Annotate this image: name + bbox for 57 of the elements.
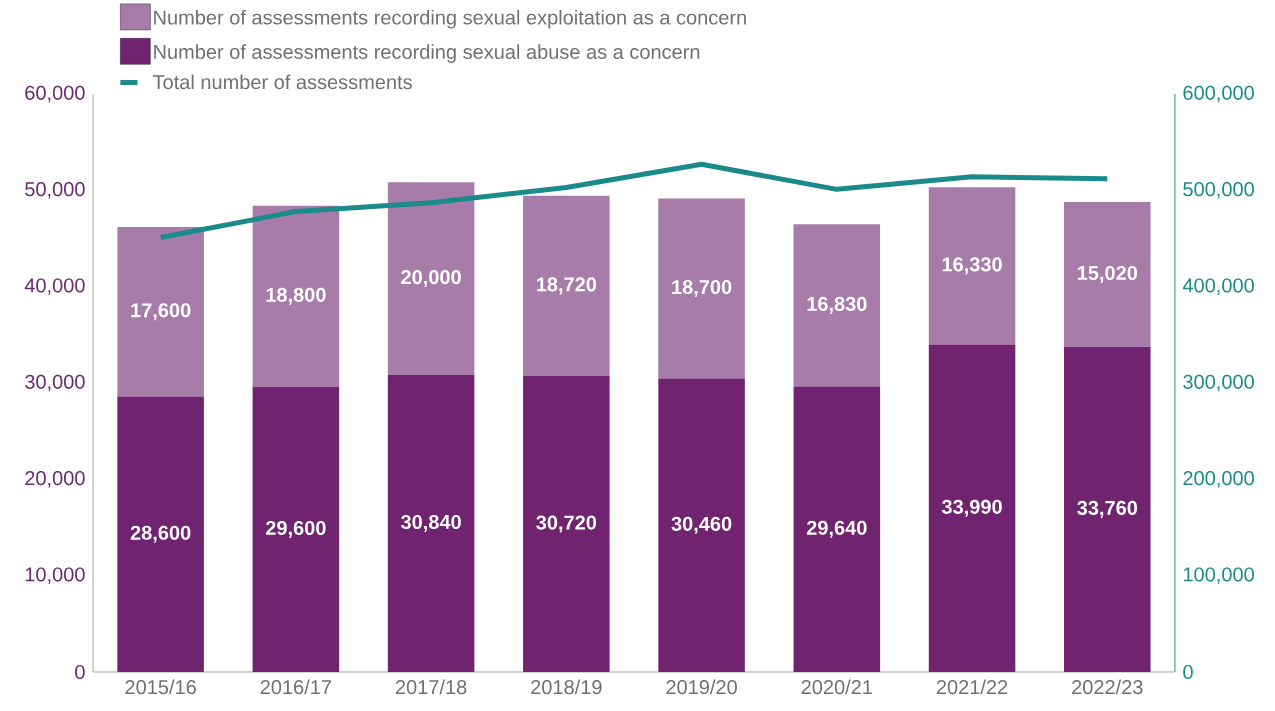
bar — [523, 195, 610, 377]
x-tick-label: 2018/19 — [531, 679, 602, 695]
x-tick-label: 2019/20 — [666, 679, 737, 695]
x-tick-label: 2015/16 — [125, 679, 196, 695]
y-tick-label: 50,000 — [25, 182, 85, 199]
y2-tick-label: 100,000 — [1183, 567, 1254, 584]
bar — [1064, 202, 1151, 347]
x-tick-label: 2020/21 — [801, 679, 872, 695]
legend-label: Number of assessments recording sexual exploitation as a concern — [154, 9, 746, 29]
data-label: 30,460 — [671, 516, 732, 534]
data-label: 28,600 — [130, 525, 191, 543]
data-label: 20,000 — [401, 270, 461, 288]
x-tick-label: 2017/18 — [395, 679, 467, 695]
x-tick-label: 2021/22 — [936, 679, 1008, 695]
data-label: 30,840 — [400, 514, 461, 532]
data-label: 15,020 — [1077, 265, 1138, 283]
y-tick-label: 40,000 — [24, 278, 85, 295]
y-tick-label: 30,000 — [25, 374, 85, 392]
bar — [117, 396, 204, 672]
data-label: 16,330 — [942, 257, 1002, 275]
data-label: 18,720 — [537, 277, 597, 295]
data-label: 17,600 — [131, 303, 191, 321]
bar — [928, 187, 1016, 345]
bar — [793, 224, 881, 387]
bar — [793, 386, 881, 672]
y2-tick-label: 500,000 — [1183, 182, 1254, 199]
x-tick-label: 2016/17 — [260, 679, 331, 695]
data-label: 30,720 — [536, 515, 597, 533]
x-tick-label: 2022/23 — [1072, 679, 1143, 695]
y2-tick-label: 600,000 — [1183, 85, 1254, 103]
bar — [387, 374, 475, 672]
y-tick-label: 10,000 — [25, 567, 85, 584]
bar — [252, 205, 340, 387]
y2-tick-label: 400,000 — [1182, 278, 1254, 295]
y2-tick-label: 200,000 — [1183, 471, 1254, 488]
data-label: 29,600 — [265, 520, 326, 538]
y2-tick-label: 300,000 — [1183, 374, 1254, 392]
bar — [252, 386, 340, 672]
bar — [658, 378, 745, 672]
data-label: 18,700 — [672, 279, 732, 298]
data-label: 18,800 — [266, 287, 326, 305]
y-tick-label: 20,000 — [25, 471, 85, 488]
legend-label: Total number of assessments — [153, 74, 412, 90]
y2-tick-label: 0 — [1183, 664, 1193, 680]
bar — [387, 182, 475, 375]
bar — [1064, 346, 1151, 672]
bar — [658, 198, 745, 379]
legend-label: Number of assessments recording sexual abuse as a concern — [154, 44, 700, 63]
bar — [523, 376, 610, 672]
bar — [117, 226, 204, 397]
bar — [928, 344, 1016, 672]
y-tick-label: 0 — [75, 664, 85, 680]
data-label: 33,990 — [941, 499, 1002, 517]
data-label: 33,760 — [1077, 500, 1138, 518]
y-tick-label: 60,000 — [25, 85, 85, 103]
data-label: 29,640 — [806, 520, 867, 538]
data-label: 16,830 — [807, 296, 867, 314]
